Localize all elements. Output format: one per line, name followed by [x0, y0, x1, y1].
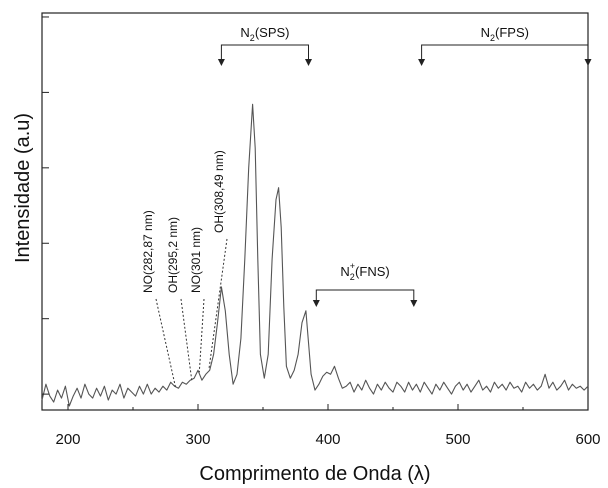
- annotation-label: OH(308,49 nm): [212, 150, 226, 233]
- band-brackets: N2(SPS) N2(FPS) N2+(FNS): [217, 25, 592, 307]
- plot-frame: [41, 12, 589, 411]
- x-axis-title: Comprimento de Onda (λ): [199, 463, 430, 485]
- bracket-arrowhead: [410, 300, 418, 307]
- bracket-arrowhead: [418, 59, 426, 66]
- annotation-leader: [180, 298, 193, 381]
- annotation-label: NO(282,87 nm): [141, 210, 155, 293]
- bracket-arrowhead: [312, 300, 320, 307]
- bracket-line: [421, 44, 589, 61]
- y-axis: [42, 16, 49, 395]
- x-tick-label: 500: [445, 431, 470, 448]
- annotation-leader: [198, 298, 205, 373]
- bracket-label: N2(SPS): [240, 25, 289, 43]
- x-tick-label: 600: [575, 431, 600, 448]
- y-axis-title: Intensidade (a.u): [12, 113, 34, 263]
- line-annotations: NO(282,87 nm) OH(295,2 nm) NO(301 nm) OH(30…: [141, 150, 228, 389]
- bracket-line: [220, 44, 309, 61]
- x-tick-label: 400: [315, 431, 340, 448]
- bracket-arrowhead: [584, 59, 592, 66]
- spectrum-line-0: [41, 103, 589, 407]
- bracket-line: [315, 289, 415, 302]
- x-tick-label: 300: [185, 431, 210, 448]
- annotation-label: OH(295,2 nm): [166, 217, 180, 293]
- x-tick-label: 200: [55, 431, 80, 448]
- bracket-arrowhead: [217, 59, 225, 66]
- annotation-leader: [155, 298, 177, 389]
- annotation-leader: [208, 238, 228, 369]
- x-axis: 200 300 400 500 600: [55, 404, 601, 448]
- annotation-label: NO(301 nm): [189, 227, 203, 293]
- bracket-label: N2+(FNS): [340, 261, 389, 282]
- bracket-label: N2(FPS): [481, 25, 529, 43]
- plot-area: [41, 12, 589, 411]
- bracket-arrowhead: [305, 59, 312, 66]
